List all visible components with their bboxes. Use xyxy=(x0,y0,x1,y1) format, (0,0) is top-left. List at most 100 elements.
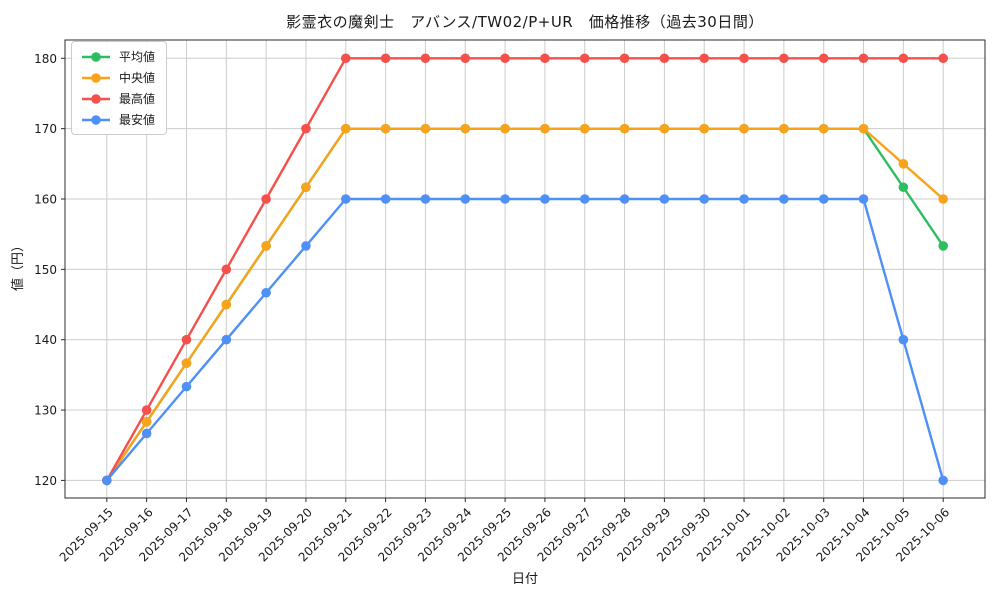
series-max-point xyxy=(340,53,351,64)
legend-label-mean: 平均値 xyxy=(119,50,156,64)
series-min-point xyxy=(579,194,590,204)
series-max-point xyxy=(898,53,909,64)
legend-item-max: 最高値 xyxy=(81,89,155,108)
series-max-point xyxy=(779,53,789,64)
series-min-point xyxy=(460,194,471,204)
legend-marker-mean xyxy=(82,51,110,62)
series-median-point xyxy=(858,123,869,134)
series-median-point xyxy=(898,159,909,169)
y-tick-label: 180 xyxy=(34,52,57,66)
series-max xyxy=(102,53,948,486)
series-min-point xyxy=(858,194,869,204)
series-min-point xyxy=(420,194,431,204)
y-axis-label: 値（円） xyxy=(11,239,26,292)
legend-marker-max xyxy=(82,93,110,104)
series-min-point xyxy=(739,194,749,204)
series-median-point xyxy=(460,123,471,134)
series-median-point xyxy=(141,417,152,427)
series-median-point xyxy=(739,123,749,134)
series-min-point xyxy=(221,334,232,345)
series-min-point xyxy=(261,287,271,298)
series-mean-point xyxy=(898,182,909,193)
legend-label-min: 最安値 xyxy=(119,113,156,127)
y-tick-label: 140 xyxy=(34,333,57,347)
series-min-point xyxy=(540,194,550,204)
legend: 平均値中央値最高値最安値 xyxy=(71,41,168,135)
y-tick-label: 170 xyxy=(34,122,57,136)
series-max-point xyxy=(460,53,471,64)
x-axis-label: 日付 xyxy=(511,572,538,587)
series-max-point xyxy=(500,53,510,64)
series-min-point xyxy=(340,194,351,204)
y-tick-label: 150 xyxy=(34,263,57,277)
series-median xyxy=(102,123,948,486)
legend-label-median: 中央値 xyxy=(119,71,156,85)
series-min-point xyxy=(102,475,112,486)
y-tick-label: 120 xyxy=(34,474,57,488)
y-tick-labels: 120 130 140 150 160 170 180 xyxy=(34,52,57,488)
series-max-point xyxy=(380,53,391,64)
series-median-point xyxy=(540,123,550,134)
series-max-point xyxy=(659,53,670,64)
series-median-line xyxy=(105,127,944,482)
series-median-point xyxy=(420,123,431,134)
series-max-point xyxy=(619,53,630,64)
series-max-point xyxy=(420,53,431,64)
series-max-point xyxy=(699,53,710,64)
series-min-point xyxy=(898,334,909,345)
legend-marker-min xyxy=(82,114,110,125)
legend-item-min: 最安値 xyxy=(81,110,155,129)
series-min-point xyxy=(500,194,510,204)
series-median-point xyxy=(301,182,311,193)
x-tick-labels: 2025-09-152025-09-162025-09-172025-09-18… xyxy=(57,505,953,564)
chart-title: 影霊衣の魔剣士 アバンス/TW02/P+UR 価格推移（過去30日間） xyxy=(286,13,764,31)
series-max-point xyxy=(739,53,749,64)
series-min-line xyxy=(105,197,945,482)
series-min-point xyxy=(141,428,152,439)
series-min-point xyxy=(779,194,789,204)
series-median-point xyxy=(699,123,710,134)
series-max-point xyxy=(301,123,311,134)
series-median-point xyxy=(500,123,510,134)
series-median-point xyxy=(818,123,829,134)
series-median-point xyxy=(380,123,391,134)
gridlines xyxy=(65,40,985,498)
y-tick-label: 160 xyxy=(34,192,57,206)
series-max-point xyxy=(579,53,590,64)
series-median-point xyxy=(181,358,192,368)
series-mean-point xyxy=(938,241,948,251)
series-min-point xyxy=(301,241,311,251)
series-max-point xyxy=(181,334,192,345)
legend-item-mean: 平均値 xyxy=(81,47,155,66)
series-min-point xyxy=(659,194,670,204)
y-tick-label: 130 xyxy=(34,404,57,418)
series-max-point xyxy=(261,194,271,204)
legend-label-max: 最高値 xyxy=(119,92,156,106)
series-max-point xyxy=(540,53,550,64)
legend-marker-median xyxy=(82,72,110,83)
series-max-line xyxy=(105,57,944,482)
series-max-point xyxy=(938,53,948,64)
series-max-point xyxy=(818,53,829,64)
series-median-point xyxy=(659,123,670,134)
series-min-point xyxy=(181,381,192,392)
series-max-point xyxy=(858,53,869,64)
series-median-point xyxy=(779,123,789,134)
series-min-point xyxy=(938,475,948,486)
series-median-point xyxy=(938,194,948,204)
series-median-point xyxy=(221,299,232,310)
series-min-point xyxy=(699,194,710,204)
series-median-point xyxy=(261,241,271,251)
series-max-point xyxy=(141,405,152,415)
series-min-point xyxy=(818,194,829,204)
series-min-point xyxy=(619,194,630,204)
axis-ticks xyxy=(61,57,944,502)
series-min xyxy=(102,194,948,486)
legend-item-median: 中央値 xyxy=(81,68,155,87)
series-max-point xyxy=(221,264,232,275)
series-median-point xyxy=(340,123,351,134)
series-median-point xyxy=(619,123,630,134)
series-median-point xyxy=(579,123,590,134)
